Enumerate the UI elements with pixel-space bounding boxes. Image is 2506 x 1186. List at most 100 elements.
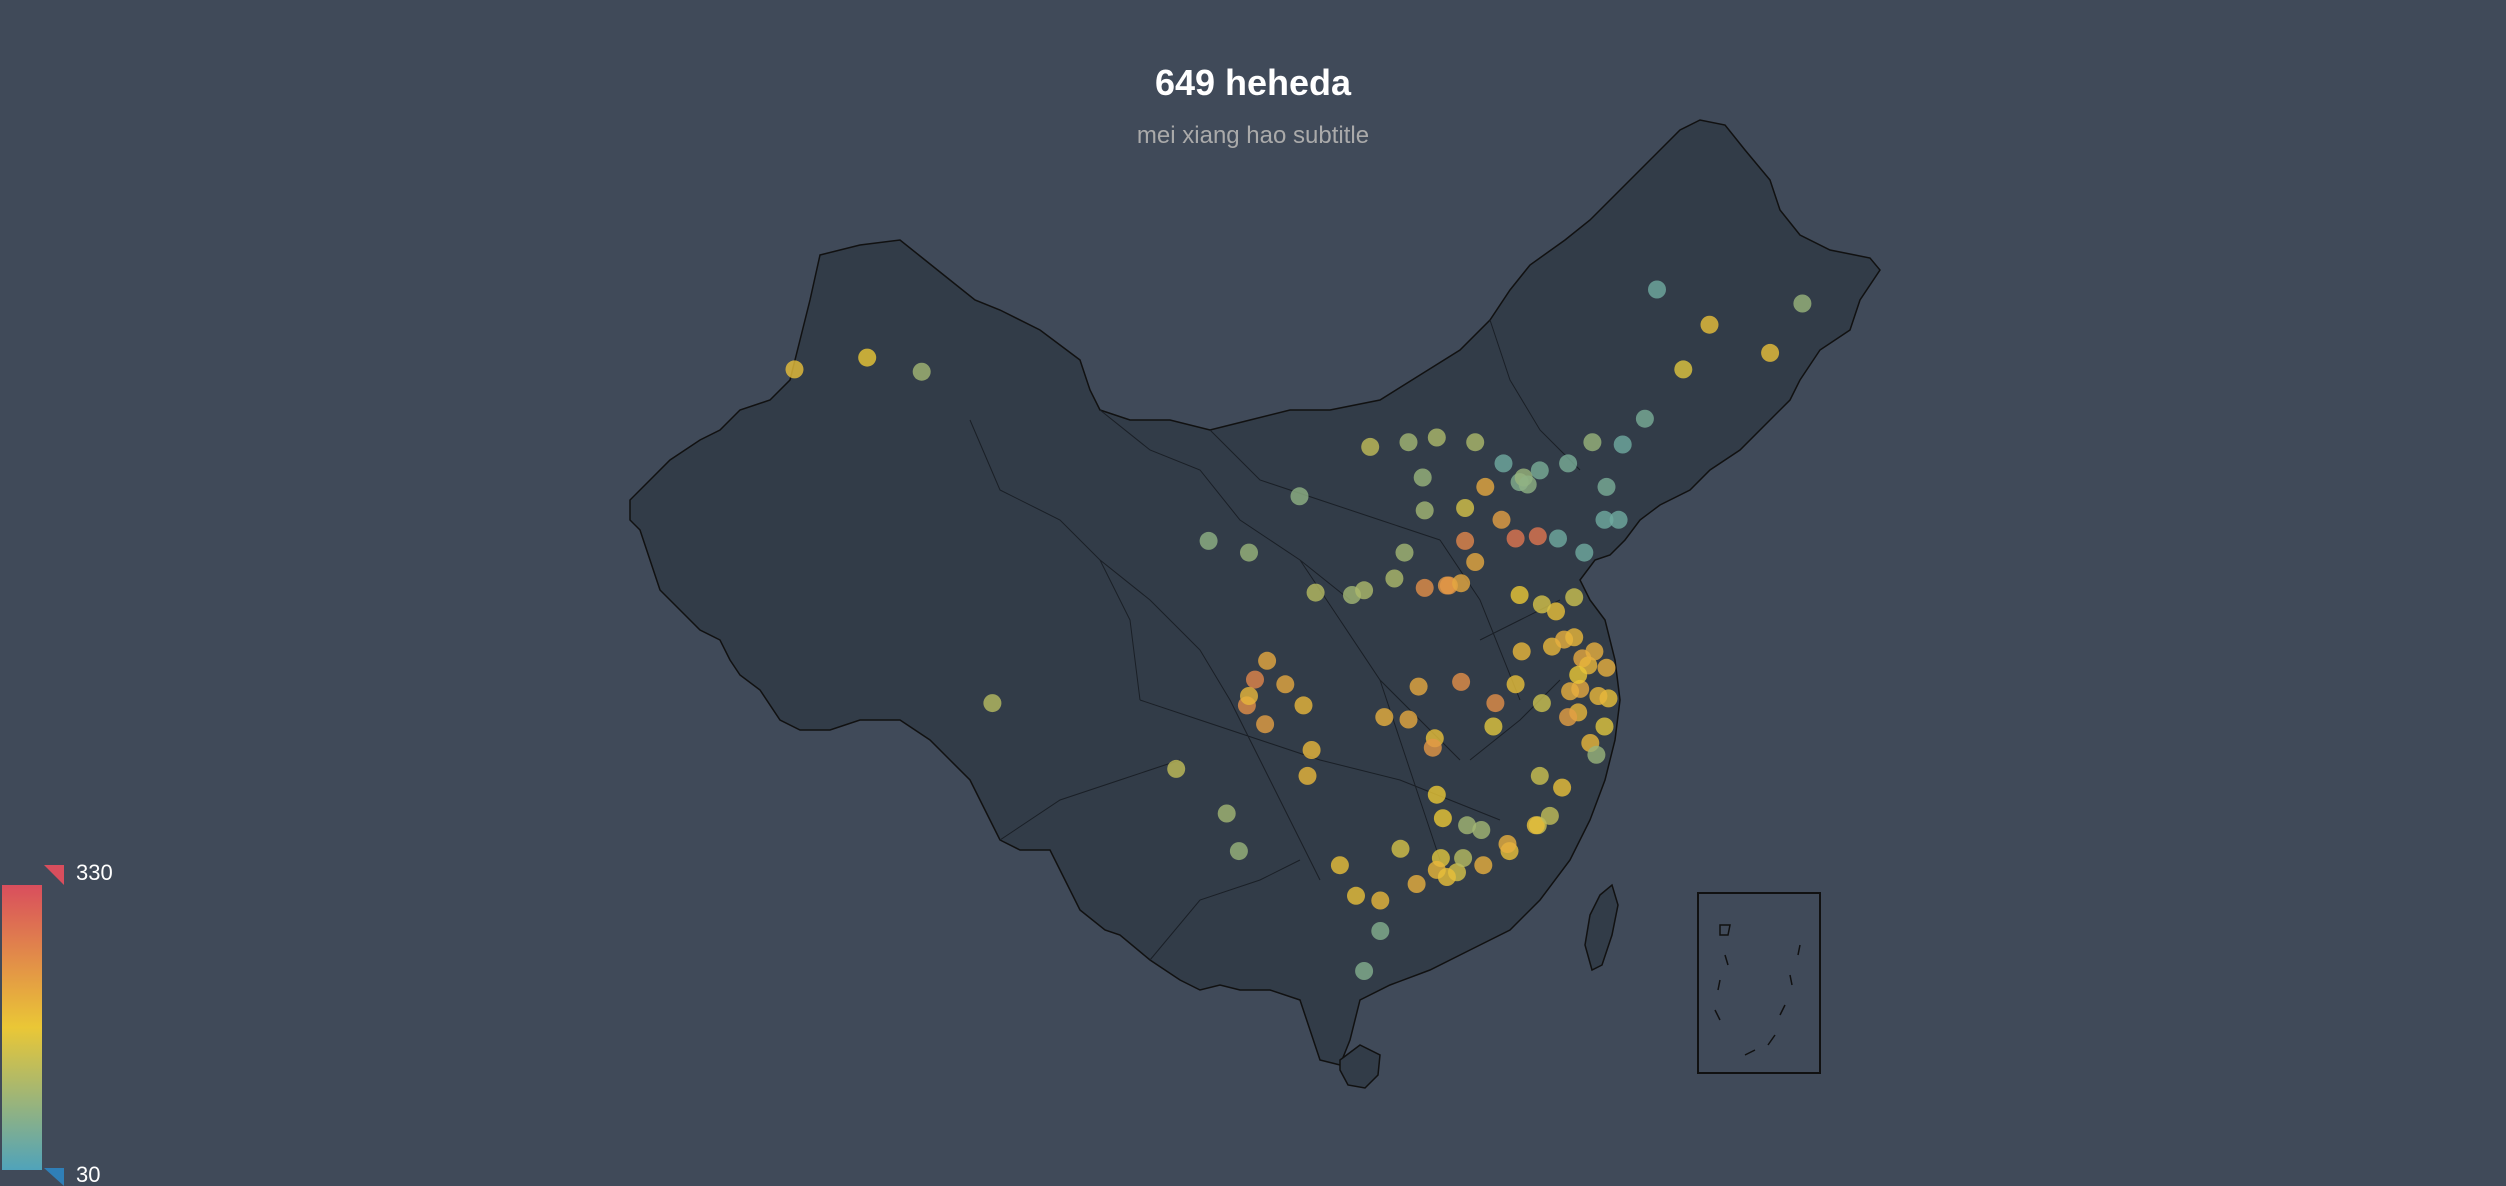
- scatter-point[interactable]: [1595, 717, 1614, 736]
- scatter-point[interactable]: [1258, 651, 1277, 670]
- scatter-point[interactable]: [1613, 435, 1632, 454]
- scatter-point[interactable]: [1415, 501, 1434, 520]
- scatter-point[interactable]: [1466, 433, 1485, 452]
- scatter-point[interactable]: [1246, 670, 1264, 689]
- scatter-point[interactable]: [1217, 804, 1236, 823]
- scatter-point[interactable]: [1583, 433, 1602, 452]
- scatter-point[interactable]: [1306, 583, 1325, 602]
- visual-map-min-handle[interactable]: [44, 1168, 64, 1186]
- scatter-point[interactable]: [1466, 553, 1485, 571]
- scatter-point[interactable]: [1518, 475, 1537, 494]
- scatter-point[interactable]: [1793, 294, 1812, 313]
- scatter-point[interactable]: [983, 694, 1002, 713]
- scatter-point[interactable]: [1609, 510, 1628, 529]
- scatter-point[interactable]: [1494, 454, 1513, 473]
- scatter-point[interactable]: [1474, 856, 1493, 875]
- scatter-point[interactable]: [1540, 806, 1559, 825]
- scatter-point[interactable]: [1330, 856, 1349, 875]
- scatter-point[interactable]: [1302, 741, 1321, 759]
- scatter-point[interactable]: [1476, 477, 1495, 496]
- scatter-point[interactable]: [1415, 578, 1434, 597]
- scatter-point[interactable]: [1553, 778, 1572, 797]
- scatter-point[interactable]: [1355, 581, 1374, 600]
- scatter-point[interactable]: [1597, 658, 1616, 677]
- scatter-point[interactable]: [1167, 759, 1186, 778]
- scatter-point[interactable]: [1484, 717, 1503, 736]
- scatter-point[interactable]: [1472, 821, 1491, 839]
- scatter-point[interactable]: [1229, 842, 1248, 861]
- scatter-point[interactable]: [1347, 886, 1365, 905]
- scatter-point[interactable]: [1587, 745, 1606, 764]
- scatter-point[interactable]: [1589, 687, 1608, 705]
- scatter-point[interactable]: [1452, 672, 1471, 691]
- scatter-point[interactable]: [1561, 682, 1580, 701]
- visual-map-max-handle[interactable]: [44, 865, 64, 885]
- scatter-point[interactable]: [1510, 586, 1529, 604]
- scatter-point[interactable]: [1391, 839, 1410, 858]
- scatter-point[interactable]: [1371, 891, 1390, 910]
- scatter-point[interactable]: [1492, 510, 1511, 529]
- scatter-point[interactable]: [1240, 543, 1258, 562]
- scatter-point[interactable]: [1532, 595, 1551, 614]
- scatter-point[interactable]: [1498, 835, 1517, 853]
- scatter-point[interactable]: [1375, 708, 1394, 727]
- scatter-point[interactable]: [1559, 708, 1578, 727]
- scatter-point[interactable]: [1427, 785, 1446, 804]
- scatter-point[interactable]: [1256, 715, 1275, 734]
- scatter-point[interactable]: [1385, 569, 1404, 588]
- scatter-point[interactable]: [1413, 468, 1432, 487]
- scatter-point[interactable]: [1565, 588, 1584, 607]
- scatter-point[interactable]: [785, 360, 804, 379]
- scatter-point[interactable]: [1199, 531, 1218, 550]
- scatter-point[interactable]: [1530, 766, 1549, 785]
- scatter-point[interactable]: [1486, 694, 1505, 713]
- scatter-point[interactable]: [1597, 477, 1616, 496]
- scatter-point[interactable]: [1371, 922, 1390, 940]
- scatter-point[interactable]: [1530, 461, 1549, 480]
- scatter-point[interactable]: [1355, 962, 1374, 980]
- scatter-point[interactable]: [1547, 602, 1565, 621]
- scatter-point[interactable]: [1549, 529, 1567, 548]
- scatter-point[interactable]: [1456, 499, 1475, 517]
- scatter-point[interactable]: [1528, 527, 1547, 546]
- scatter-point[interactable]: [1395, 543, 1414, 562]
- scatter-point[interactable]: [1423, 738, 1442, 757]
- scatter-point[interactable]: [1361, 437, 1380, 456]
- scatter-point[interactable]: [1399, 710, 1418, 729]
- scatter-point[interactable]: [1761, 343, 1780, 362]
- scatter-point[interactable]: [1559, 454, 1578, 473]
- scatter-point[interactable]: [1458, 816, 1477, 835]
- scatter-point[interactable]: [912, 362, 931, 381]
- scatter-point[interactable]: [1409, 677, 1428, 696]
- scatter-point[interactable]: [1585, 642, 1604, 661]
- scatter-point[interactable]: [1506, 529, 1525, 548]
- scatter-point[interactable]: [858, 348, 877, 367]
- scatter-point[interactable]: [1407, 875, 1426, 893]
- scatter-point[interactable]: [1700, 315, 1719, 334]
- scatter-point[interactable]: [1635, 409, 1654, 428]
- scatter-point[interactable]: [1674, 360, 1693, 379]
- visual-map-bar[interactable]: [2, 885, 42, 1170]
- visual-map-legend[interactable]: [2, 865, 64, 1186]
- scatter-point[interactable]: [1298, 766, 1317, 785]
- scatter-point[interactable]: [1427, 428, 1446, 447]
- scatter-point[interactable]: [1433, 809, 1452, 828]
- scatter-point[interactable]: [1569, 665, 1588, 684]
- scatter-point[interactable]: [1506, 675, 1525, 694]
- scatter-point[interactable]: [1575, 543, 1594, 562]
- scatter-point[interactable]: [1456, 531, 1475, 550]
- scatter-point[interactable]: [1399, 433, 1418, 452]
- scatter-point[interactable]: [1595, 510, 1614, 529]
- scatter-point[interactable]: [1452, 574, 1471, 593]
- scatter-point[interactable]: [1240, 687, 1258, 705]
- scatter-point[interactable]: [1290, 487, 1309, 506]
- scatter-point[interactable]: [1565, 628, 1584, 647]
- scatter-point[interactable]: [1454, 849, 1473, 868]
- scatter-point[interactable]: [1526, 816, 1545, 835]
- scatter-point[interactable]: [1437, 868, 1456, 886]
- scatter-point[interactable]: [1512, 642, 1531, 661]
- scatter-point[interactable]: [1294, 696, 1313, 715]
- scatter-point[interactable]: [1276, 675, 1295, 694]
- scatter-point[interactable]: [1648, 280, 1666, 299]
- scatter-point[interactable]: [1532, 694, 1551, 713]
